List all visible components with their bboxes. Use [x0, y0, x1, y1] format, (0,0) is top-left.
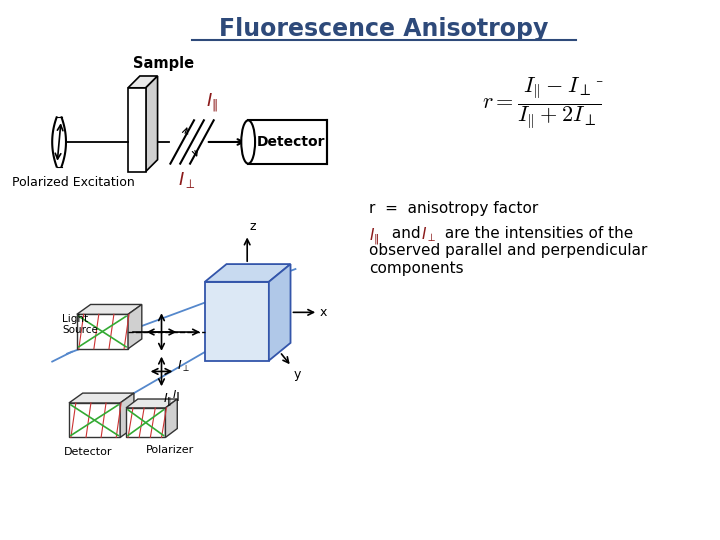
Text: $I_{\|}$: $I_{\|}$ [163, 391, 172, 408]
Text: Source: Source [62, 325, 98, 335]
Text: $I_{\perp}$: $I_{\perp}$ [179, 170, 196, 190]
Polygon shape [269, 264, 291, 361]
Text: $I_{\perp}$: $I_{\perp}$ [420, 226, 436, 245]
Text: Polarized Excitation: Polarized Excitation [12, 177, 135, 190]
Polygon shape [69, 393, 134, 403]
Text: y: y [294, 368, 301, 381]
Polygon shape [128, 305, 142, 349]
Polygon shape [77, 305, 142, 314]
Text: $r = \dfrac{I_{\|} - I_{\perp}}{I_{\|} + 2I_{\perp}}$: $r = \dfrac{I_{\|} - I_{\perp}}{I_{\|} +… [482, 75, 601, 130]
Text: are the intensities of the: are the intensities of the [440, 226, 634, 241]
Text: Sample: Sample [133, 56, 194, 71]
Text: $I_{\|}$: $I_{\|}$ [206, 92, 217, 114]
Polygon shape [126, 399, 177, 408]
Text: $^{-}$: $^{-}$ [595, 78, 603, 91]
Text: Light: Light [62, 314, 88, 324]
Text: $I_{\|}$: $I_{\|}$ [172, 388, 181, 404]
Text: $I_{\perp}$: $I_{\perp}$ [177, 359, 190, 374]
Text: z: z [249, 220, 256, 233]
Polygon shape [145, 76, 158, 172]
Polygon shape [126, 408, 166, 437]
Polygon shape [205, 282, 269, 361]
Text: Detector: Detector [256, 135, 325, 149]
Polygon shape [205, 264, 291, 282]
Bar [128, 88, 145, 172]
Text: Detector: Detector [64, 447, 112, 457]
Polygon shape [69, 403, 120, 437]
Text: observed parallel and perpendicular: observed parallel and perpendicular [369, 244, 648, 259]
Polygon shape [128, 76, 158, 88]
Bar [248, 120, 327, 164]
Ellipse shape [241, 120, 255, 164]
Text: $I_{\|}$: $I_{\|}$ [369, 226, 380, 247]
Text: r  =  anisotropy factor: r = anisotropy factor [369, 201, 539, 216]
Text: components: components [369, 261, 464, 276]
Polygon shape [77, 314, 128, 349]
Text: and: and [387, 226, 426, 241]
Text: Polarizer: Polarizer [145, 446, 194, 455]
Text: x: x [320, 306, 328, 319]
Polygon shape [120, 393, 134, 437]
Text: Fluorescence Anisotropy: Fluorescence Anisotropy [220, 17, 549, 41]
Polygon shape [166, 399, 177, 437]
